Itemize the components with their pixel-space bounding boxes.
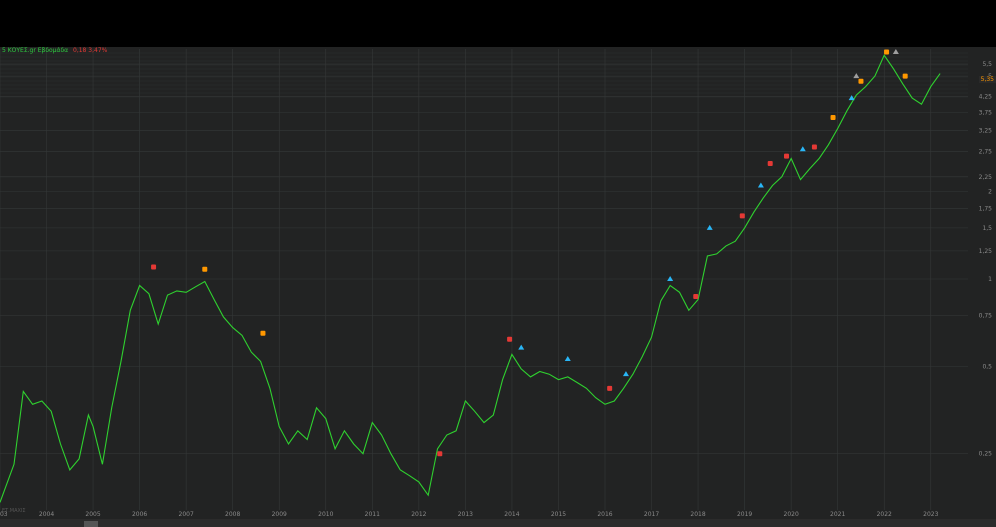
signal-marker-square [739,213,745,219]
y-tick-label: 2,25 [979,174,993,181]
signal-marker-square [507,336,513,342]
signal-marker-square [902,73,908,79]
x-tick-label: 2008 [225,511,240,518]
price-chart[interactable]: 5,554,253,753,252,752,2521,751,51,2510,7… [0,47,996,527]
x-tick-label: 2004 [39,511,54,518]
signal-marker-triangle [706,224,713,230]
signal-marker-triangle [518,344,525,350]
y-tick-label: 0,5 [982,363,992,370]
signal-marker-triangle [564,356,571,362]
x-tick-label: 2019 [737,511,752,518]
signal-marker-triangle [757,182,764,188]
x-tick-label: 2014 [504,511,519,518]
signal-marker-triangle [799,146,806,152]
signal-marker-square [260,330,266,336]
signal-marker-square [811,144,817,150]
x-tick-label: 2016 [597,511,612,518]
x-tick-label: 2022 [877,511,892,518]
price-line [0,54,941,503]
chart-canvas[interactable]: 5,554,253,753,252,752,2521,751,51,2510,7… [0,47,996,527]
x-tick-label: 2018 [690,511,705,518]
last-price-tag: 5,35 [978,76,996,83]
x-tick-label: 2007 [179,511,194,518]
y-tick-label: 1,5 [982,225,992,232]
y-tick-label: 5,5 [982,61,992,68]
y-tick-label: 0,25 [979,451,993,458]
x-tick-label: 2006 [132,511,147,518]
signal-marker-triangle [622,371,629,377]
signal-marker-square [784,153,789,159]
signal-marker-square [884,49,890,55]
price-change: 0,18 3,47% [73,47,108,54]
y-tick-label: 2,75 [979,148,993,155]
x-tick-label: 2009 [272,511,287,518]
x-tick-label: 2010 [318,511,333,518]
scrollbar-thumb[interactable] [84,521,98,527]
signal-marker-square [858,78,864,84]
y-tick-label: 1 [988,276,992,283]
signal-marker-square [151,264,157,270]
y-tick-label: 1,75 [979,205,993,212]
signal-marker-square [767,160,773,166]
x-tick-label: 2013 [458,511,473,518]
signal-marker-square [693,294,699,300]
signal-marker-square [607,385,613,391]
x-tick-label: 2021 [830,511,845,518]
watermark: ΕΤ.ΜΑΧΙΣ [2,508,26,514]
signal-marker-square [830,115,836,121]
y-tick-label: 1,25 [979,248,993,255]
signal-marker-triangle [848,95,855,101]
x-tick-label: 2005 [85,511,100,518]
signal-marker-triangle [892,49,899,54]
x-tick-label: 2017 [644,511,659,518]
signal-marker-square [202,266,208,272]
signal-marker-triangle [853,73,860,79]
x-tick-label: 2020 [784,511,799,518]
x-tick-label: 2015 [551,511,566,518]
symbol-name: 5 ΚΟΥΕΣ.gr Εβδομάδα [2,47,69,54]
y-tick-label: 3,25 [979,127,993,134]
y-tick-label: 3,75 [979,109,993,116]
x-tick-label: 2003 [0,511,8,518]
signal-marker-triangle [667,275,674,281]
y-tick-label: 2 [988,189,992,196]
signal-marker-square [437,451,443,457]
x-tick-label: 2012 [411,511,426,518]
x-tick-label: 2011 [365,511,380,518]
x-tick-label: 2023 [923,511,938,518]
y-tick-label: 4,25 [979,94,993,101]
symbol-header: 5 ΚΟΥΕΣ.gr Εβδομάδα 0,18 3,47% [2,47,107,54]
y-tick-label: 0,75 [979,312,993,319]
time-scrollbar[interactable] [0,519,996,527]
